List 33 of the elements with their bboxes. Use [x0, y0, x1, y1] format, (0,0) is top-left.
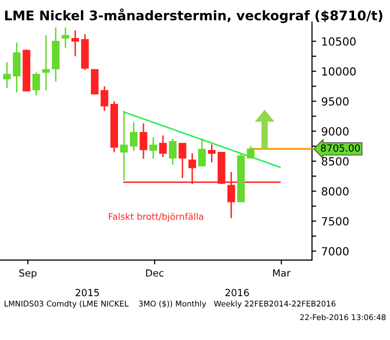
candlestick [120, 110, 128, 182]
candlestick [71, 30, 80, 57]
candlestick [168, 138, 177, 166]
annotation: Falskt brott/björnfälla [108, 212, 204, 222]
y-tick-label: 8500 [322, 157, 349, 166]
candlestick [12, 42, 21, 93]
chart-title: LME Nickel 3-månaderstermin, veckograf ($8710/t) [5, 8, 382, 24]
candlestick [178, 142, 186, 179]
y-tick-label: 7000 [322, 247, 349, 256]
candlestick [32, 72, 40, 96]
candlestick [3, 62, 11, 89]
y-tick-label: 8000 [322, 187, 349, 196]
y-tick-label: 10500 [322, 37, 356, 46]
y-tick-label: 9500 [322, 97, 349, 106]
candlestick [198, 138, 206, 167]
candlestick [159, 134, 167, 158]
candlestick [130, 122, 138, 152]
candlestick [100, 86, 108, 112]
x-tick-label: Mar [273, 269, 291, 277]
x-tick-label: Dec [146, 269, 164, 277]
y-tick-label: 9000 [322, 127, 349, 136]
candlestick [62, 26, 70, 49]
ref-line-label: 8705.00 [320, 144, 360, 152]
text: 2016 [225, 288, 249, 296]
text: 2015 [76, 288, 99, 296]
y-tick-label: 10000 [322, 67, 356, 76]
x-tick-label: Sep [19, 269, 36, 279]
candlestick [140, 122, 148, 160]
candlestick [208, 144, 216, 164]
candlestick [149, 136, 158, 160]
y-tick-label: 7500 [322, 217, 349, 226]
candlestick [42, 34, 50, 92]
candlestick [246, 146, 255, 159]
